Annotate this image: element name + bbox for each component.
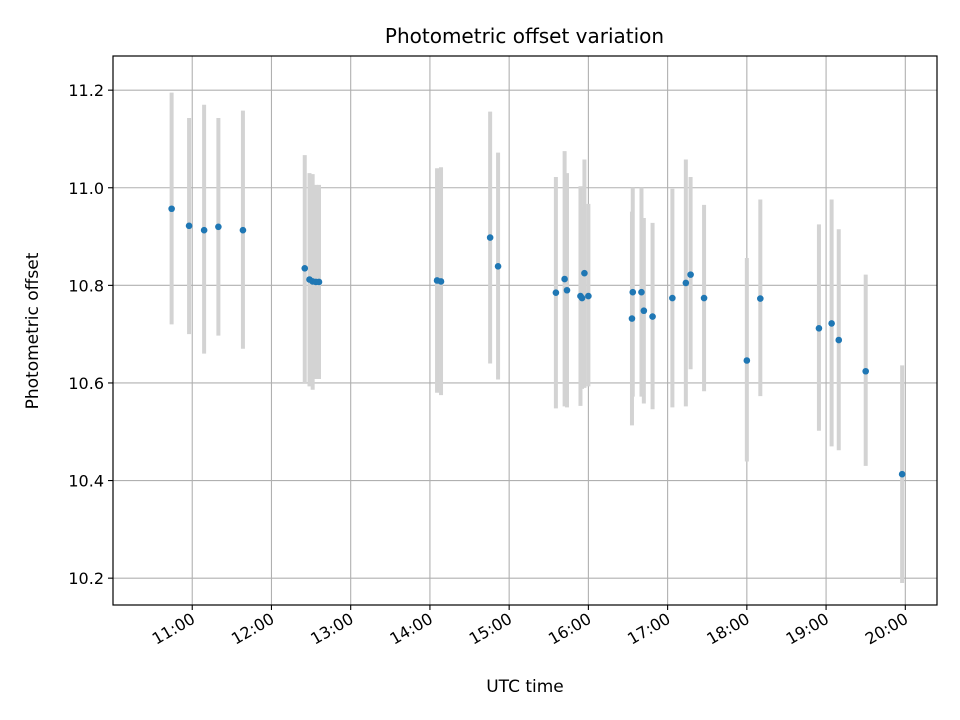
data-point — [301, 264, 309, 272]
grid-lines — [113, 56, 937, 605]
plot-frame — [112, 55, 938, 606]
y-axis-title: Photometric offset — [23, 252, 43, 409]
data-point — [649, 313, 656, 320]
data-point — [743, 357, 751, 364]
data-point — [669, 294, 676, 302]
data-point — [815, 325, 823, 332]
y-tick-label: 10.8 — [68, 276, 104, 295]
y-tick-label: 11.0 — [68, 179, 104, 198]
data-point — [835, 336, 843, 344]
data-point — [437, 278, 445, 285]
data-point — [215, 223, 222, 231]
data-point — [578, 294, 586, 302]
data-point — [239, 226, 247, 234]
data-point — [628, 315, 636, 322]
data-point — [828, 320, 835, 327]
y-axis-ticks: 10.2 10.4 10.6 10.8 11.0 11.2 — [68, 81, 113, 588]
data-point — [315, 278, 323, 286]
data-point — [629, 288, 637, 296]
chart-title: Photometric offset variation — [385, 24, 664, 48]
data-point — [862, 367, 869, 375]
data-point — [168, 205, 175, 213]
data-point — [581, 269, 588, 277]
data-point — [682, 279, 690, 287]
data-point — [638, 288, 645, 296]
data-point — [585, 292, 592, 300]
data-point — [757, 295, 764, 302]
data-point — [494, 263, 502, 270]
data-point — [640, 307, 648, 315]
x-axis-title: UTC time — [486, 677, 564, 697]
data-point — [486, 234, 494, 241]
data-point — [687, 271, 694, 278]
data-points — [168, 205, 906, 478]
data-point — [700, 294, 708, 302]
y-tick-label: 10.6 — [68, 374, 104, 393]
data-point — [185, 222, 193, 230]
data-point — [898, 470, 906, 478]
data-point — [552, 289, 560, 296]
data-point — [561, 275, 568, 283]
data-point — [200, 226, 208, 234]
data-point — [563, 286, 571, 294]
y-tick-label: 10.2 — [68, 569, 104, 588]
y-tick-label: 10.4 — [68, 472, 104, 491]
y-tick-label: 11.2 — [68, 81, 104, 100]
